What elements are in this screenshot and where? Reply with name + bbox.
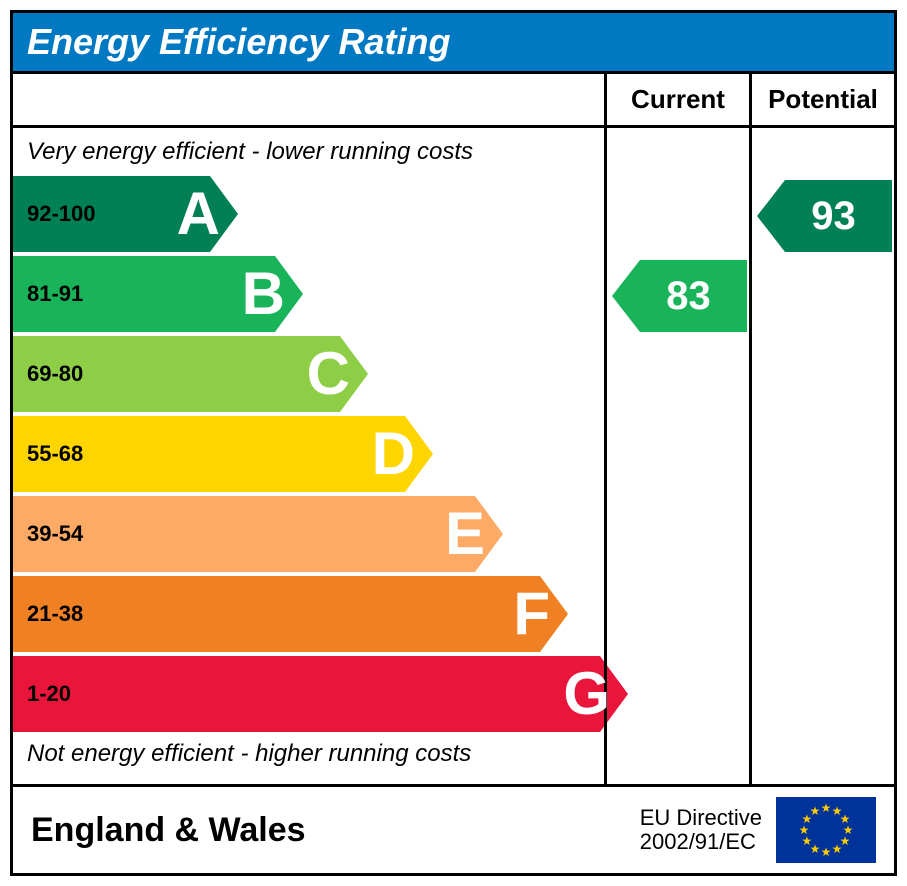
rating-value-potential: 93 [811, 194, 856, 239]
rating-arrow-potential: 93 [757, 180, 892, 252]
rating-bar-a: 92-100 A [13, 176, 604, 252]
chart-title: Energy Efficiency Rating [13, 13, 894, 74]
band-range-g: 1-20 [27, 681, 71, 707]
band-range-a: 92-100 [27, 201, 96, 227]
eu-star-icon: ★ [810, 804, 821, 818]
current-column: 83 [604, 128, 749, 784]
band-letter-g: G [563, 664, 610, 724]
band-letter-e: E [445, 504, 485, 564]
rating-bar-b: 81-91 B [13, 256, 604, 332]
band-letter-b: B [242, 264, 285, 324]
rating-bar-c: 69-80 C [13, 336, 604, 412]
directive-line-2: 2002/91/EC [640, 830, 762, 854]
eu-star-icon: ★ [832, 842, 843, 856]
body-row: Very energy efficient - lower running co… [13, 128, 894, 787]
header-potential: Potential [749, 74, 894, 125]
rating-bar-e: 39-54 E [13, 496, 604, 572]
bottom-efficiency-note: Not energy efficient - higher running co… [13, 736, 604, 778]
header-row: Current Potential [13, 74, 894, 128]
band-range-c: 69-80 [27, 361, 83, 387]
rating-bar-g: 1-20 G [13, 656, 604, 732]
rating-arrow-current: 83 [612, 260, 747, 332]
rating-bar-f: 21-38 F [13, 576, 604, 652]
eu-flag-icon: ★★★★★★★★★★★★ [776, 797, 876, 863]
band-range-e: 39-54 [27, 521, 83, 547]
band-letter-c: C [307, 344, 350, 404]
footer-row: England & Wales EU Directive 2002/91/EC … [13, 787, 894, 873]
band-letter-d: D [372, 424, 415, 484]
header-spacer [13, 74, 604, 125]
rating-bar-d: 55-68 D [13, 416, 604, 492]
eu-star-icon: ★ [821, 801, 832, 815]
bars-column: Very energy efficient - lower running co… [13, 128, 604, 784]
rating-value-current: 83 [666, 274, 711, 319]
eu-star-icon: ★ [821, 845, 832, 859]
band-range-b: 81-91 [27, 281, 83, 307]
band-letter-f: F [513, 584, 550, 644]
top-efficiency-note: Very energy efficient - lower running co… [13, 134, 604, 176]
potential-column: 93 [749, 128, 894, 784]
directive-line-1: EU Directive [640, 806, 762, 830]
band-range-d: 55-68 [27, 441, 83, 467]
header-current: Current [604, 74, 749, 125]
band-letter-a: A [177, 184, 220, 244]
footer-directive: EU Directive 2002/91/EC [640, 806, 762, 854]
epc-chart: Energy Efficiency Rating Current Potenti… [10, 10, 897, 876]
band-range-f: 21-38 [27, 601, 83, 627]
footer-region: England & Wales [31, 811, 640, 850]
